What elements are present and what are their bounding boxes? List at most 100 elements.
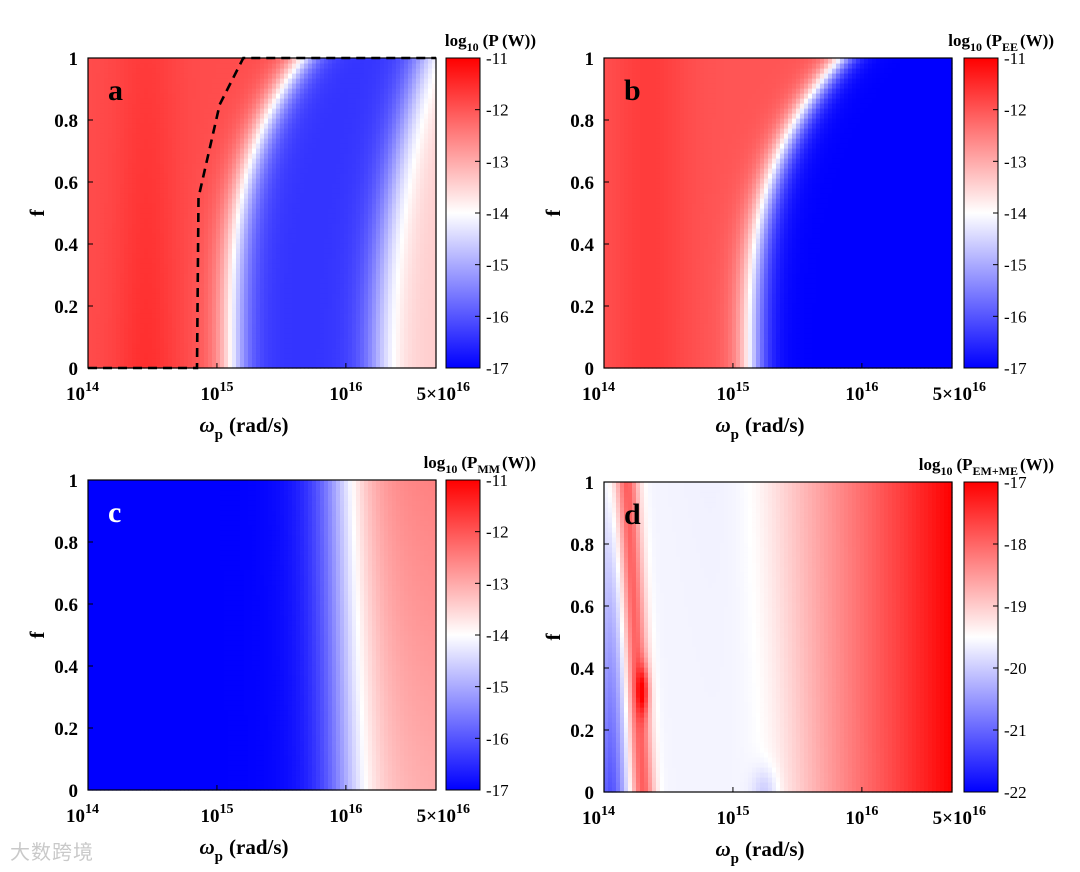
- heatmap-cell: [328, 78, 333, 84]
- heatmap-cell: [156, 163, 161, 169]
- heatmap-cell: [240, 68, 245, 74]
- heatmap-cell: [128, 293, 133, 299]
- heatmap-cell: [396, 63, 401, 69]
- heatmap-cell: [200, 338, 205, 344]
- heatmap-cell: [384, 123, 389, 129]
- heatmap-cell: [308, 123, 313, 129]
- heatmap-cell: [108, 178, 113, 184]
- heatmap-cell: [184, 178, 189, 184]
- heatmap-cell: [392, 58, 397, 64]
- heatmap-cell: [92, 328, 97, 334]
- heatmap-cell: [164, 68, 169, 74]
- heatmap-cell: [208, 308, 213, 314]
- heatmap-cell: [244, 63, 249, 69]
- heatmap-cell: [336, 78, 341, 84]
- heatmap-cell: [268, 68, 273, 74]
- heatmap-cell: [336, 178, 341, 184]
- heatmap-cell: [212, 233, 217, 239]
- heatmap-cell: [308, 153, 313, 159]
- heatmap-cell: [276, 293, 281, 299]
- heatmap-cell: [168, 323, 173, 329]
- heatmap-cell: [340, 88, 345, 94]
- heatmap-cell: [120, 278, 125, 284]
- heatmap-cell: [288, 78, 293, 84]
- heatmap-cell: [348, 213, 353, 219]
- heatmap-cell: [156, 298, 161, 304]
- heatmap-cell: [184, 208, 189, 214]
- heatmap-cell: [180, 78, 185, 84]
- heatmap-cell: [240, 268, 245, 274]
- heatmap-cell: [392, 273, 397, 279]
- heatmap-cell: [292, 303, 297, 309]
- heatmap-cell: [132, 308, 137, 314]
- heatmap-cell: [256, 358, 261, 364]
- heatmap-cell: [144, 143, 149, 149]
- heatmap-cell: [168, 328, 173, 334]
- heatmap-cell: [304, 298, 309, 304]
- heatmap-cell: [156, 318, 161, 324]
- heatmap-cell: [332, 123, 337, 129]
- heatmap-cell: [144, 213, 149, 219]
- heatmap-cell: [104, 128, 109, 134]
- heatmap-cell: [276, 213, 281, 219]
- heatmap-cell: [204, 353, 209, 359]
- heatmap-cell: [92, 158, 97, 164]
- heatmap-cell: [292, 288, 297, 294]
- heatmap-cell: [272, 78, 277, 84]
- heatmap-cell: [184, 348, 189, 354]
- heatmap-cell: [368, 103, 373, 109]
- heatmap-cell: [360, 183, 365, 189]
- heatmap-cell: [124, 258, 129, 264]
- heatmap-cell: [120, 178, 125, 184]
- heatmap-cell: [400, 208, 405, 214]
- heatmap-cell: [392, 283, 397, 289]
- heatmap-cell: [100, 308, 105, 314]
- heatmap-cell: [300, 313, 305, 319]
- heatmap-cell: [340, 143, 345, 149]
- heatmap-cell: [100, 228, 105, 234]
- heatmap-cell: [368, 123, 373, 129]
- heatmap-cell: [188, 293, 193, 299]
- heatmap-cell: [384, 118, 389, 124]
- heatmap-cell: [232, 113, 237, 119]
- heatmap-cell: [272, 313, 277, 319]
- heatmap-cell: [88, 293, 93, 299]
- heatmap-cell: [248, 183, 253, 189]
- heatmap-cell: [236, 163, 241, 169]
- heatmap-cell: [252, 173, 257, 179]
- heatmap-cell: [324, 348, 329, 354]
- heatmap-cell: [364, 303, 369, 309]
- heatmap-cell: [388, 313, 393, 319]
- heatmap-cell: [272, 118, 277, 124]
- heatmap-cell: [152, 323, 157, 329]
- heatmap-cell: [360, 338, 365, 344]
- heatmap-cell: [368, 178, 373, 184]
- heatmap-cell: [328, 163, 333, 169]
- heatmap-cell: [232, 263, 237, 269]
- heatmap-cell: [184, 113, 189, 119]
- heatmap-cell: [316, 203, 321, 209]
- heatmap-cell: [276, 363, 281, 369]
- heatmap-cell: [276, 83, 281, 89]
- heatmap-cell: [288, 268, 293, 274]
- heatmap-cell: [224, 263, 229, 269]
- heatmap-cell: [152, 58, 157, 64]
- heatmap-cell: [276, 78, 281, 84]
- heatmap-cell: [380, 163, 385, 169]
- heatmap-cell: [380, 243, 385, 249]
- heatmap-cell: [300, 308, 305, 314]
- heatmap-cell: [136, 243, 141, 249]
- heatmap-cell: [124, 208, 129, 214]
- heatmap-cell: [88, 78, 93, 84]
- heatmap-cell: [144, 198, 149, 204]
- heatmap-cell: [176, 248, 181, 254]
- heatmap-cell: [112, 288, 117, 294]
- heatmap-cell: [192, 288, 197, 294]
- heatmap-cell: [324, 353, 329, 359]
- heatmap-cell: [280, 268, 285, 274]
- heatmap-cell: [272, 153, 277, 159]
- heatmap-cell: [152, 248, 157, 254]
- heatmap-cell: [232, 193, 237, 199]
- heatmap-cell: [188, 123, 193, 129]
- heatmap-cell: [328, 318, 333, 324]
